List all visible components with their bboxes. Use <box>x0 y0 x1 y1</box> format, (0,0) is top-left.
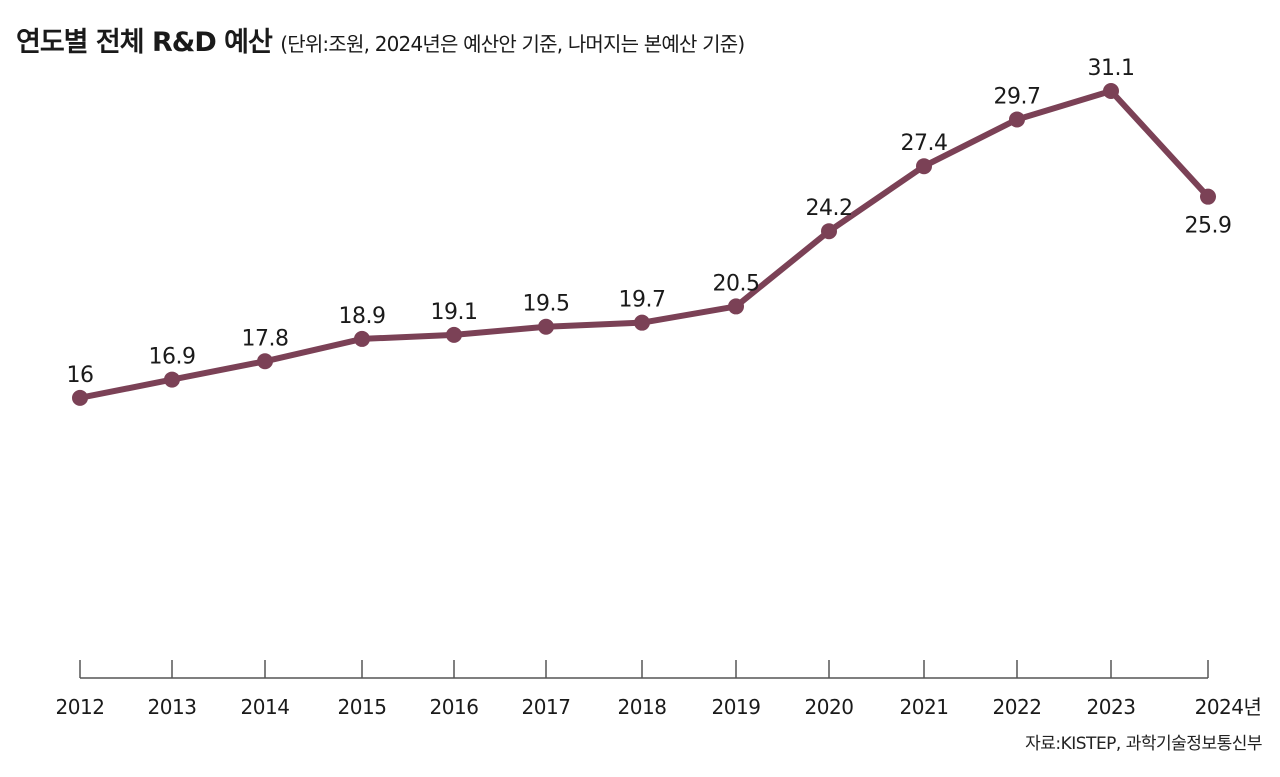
series-line <box>77 88 1211 401</box>
data-point <box>164 371 180 388</box>
data-label: 16 <box>67 363 94 388</box>
x-tick-label: 2017 <box>522 695 571 719</box>
data-label: 24.2 <box>806 196 853 221</box>
data-label: 19.7 <box>619 288 666 313</box>
data-point <box>916 158 932 175</box>
data-point <box>1103 83 1119 99</box>
data-point <box>446 326 462 343</box>
data-label: 20.5 <box>713 271 760 296</box>
data-point <box>257 353 273 370</box>
data-point <box>538 318 554 335</box>
data-label: 17.8 <box>242 326 289 351</box>
x-tick-label: 2013 <box>148 695 197 719</box>
x-tick-label: 2024년 <box>1195 695 1262 719</box>
data-point <box>72 389 88 406</box>
x-tick-label: 2015 <box>338 695 387 719</box>
data-label: 25.9 <box>1185 214 1232 239</box>
data-label: 19.1 <box>431 300 478 325</box>
x-tick-label: 2020 <box>805 695 854 719</box>
source-note: 자료:KISTEP, 과학기술정보통신부 <box>1025 734 1262 754</box>
data-label: 27.4 <box>901 131 948 156</box>
data-point <box>728 298 744 315</box>
data-point <box>1009 111 1025 128</box>
title-subtitle: (단위:조원, 2024년은 예산안 기준, 나머지는 본예산 기준) <box>280 32 745 56</box>
data-label: 29.7 <box>994 84 1041 109</box>
data-label: 18.9 <box>339 304 386 329</box>
data-label: 19.5 <box>523 292 570 317</box>
x-tick-label: 2016 <box>430 695 479 719</box>
data-point <box>354 330 370 347</box>
data-label: 31.1 <box>1088 56 1135 81</box>
chart-title: 연도별 전체 R&D 예산 (단위:조원, 2024년은 예산안 기준, 나머지… <box>16 20 745 59</box>
data-point <box>821 223 837 240</box>
x-tick-label: 2019 <box>712 695 761 719</box>
x-tick-label: 2012 <box>56 695 105 719</box>
x-tick-label: 2014 <box>241 695 290 719</box>
x-tick-label: 2018 <box>618 695 667 719</box>
data-label: 16.9 <box>149 345 196 370</box>
x-tick-label: 2023 <box>1087 695 1136 719</box>
title-main: 연도별 전체 R&D 예산 <box>16 27 273 58</box>
data-point <box>1200 188 1216 205</box>
x-tick-label: 2021 <box>900 695 949 719</box>
data-point <box>634 314 650 331</box>
x-tick-label: 2022 <box>993 695 1042 719</box>
